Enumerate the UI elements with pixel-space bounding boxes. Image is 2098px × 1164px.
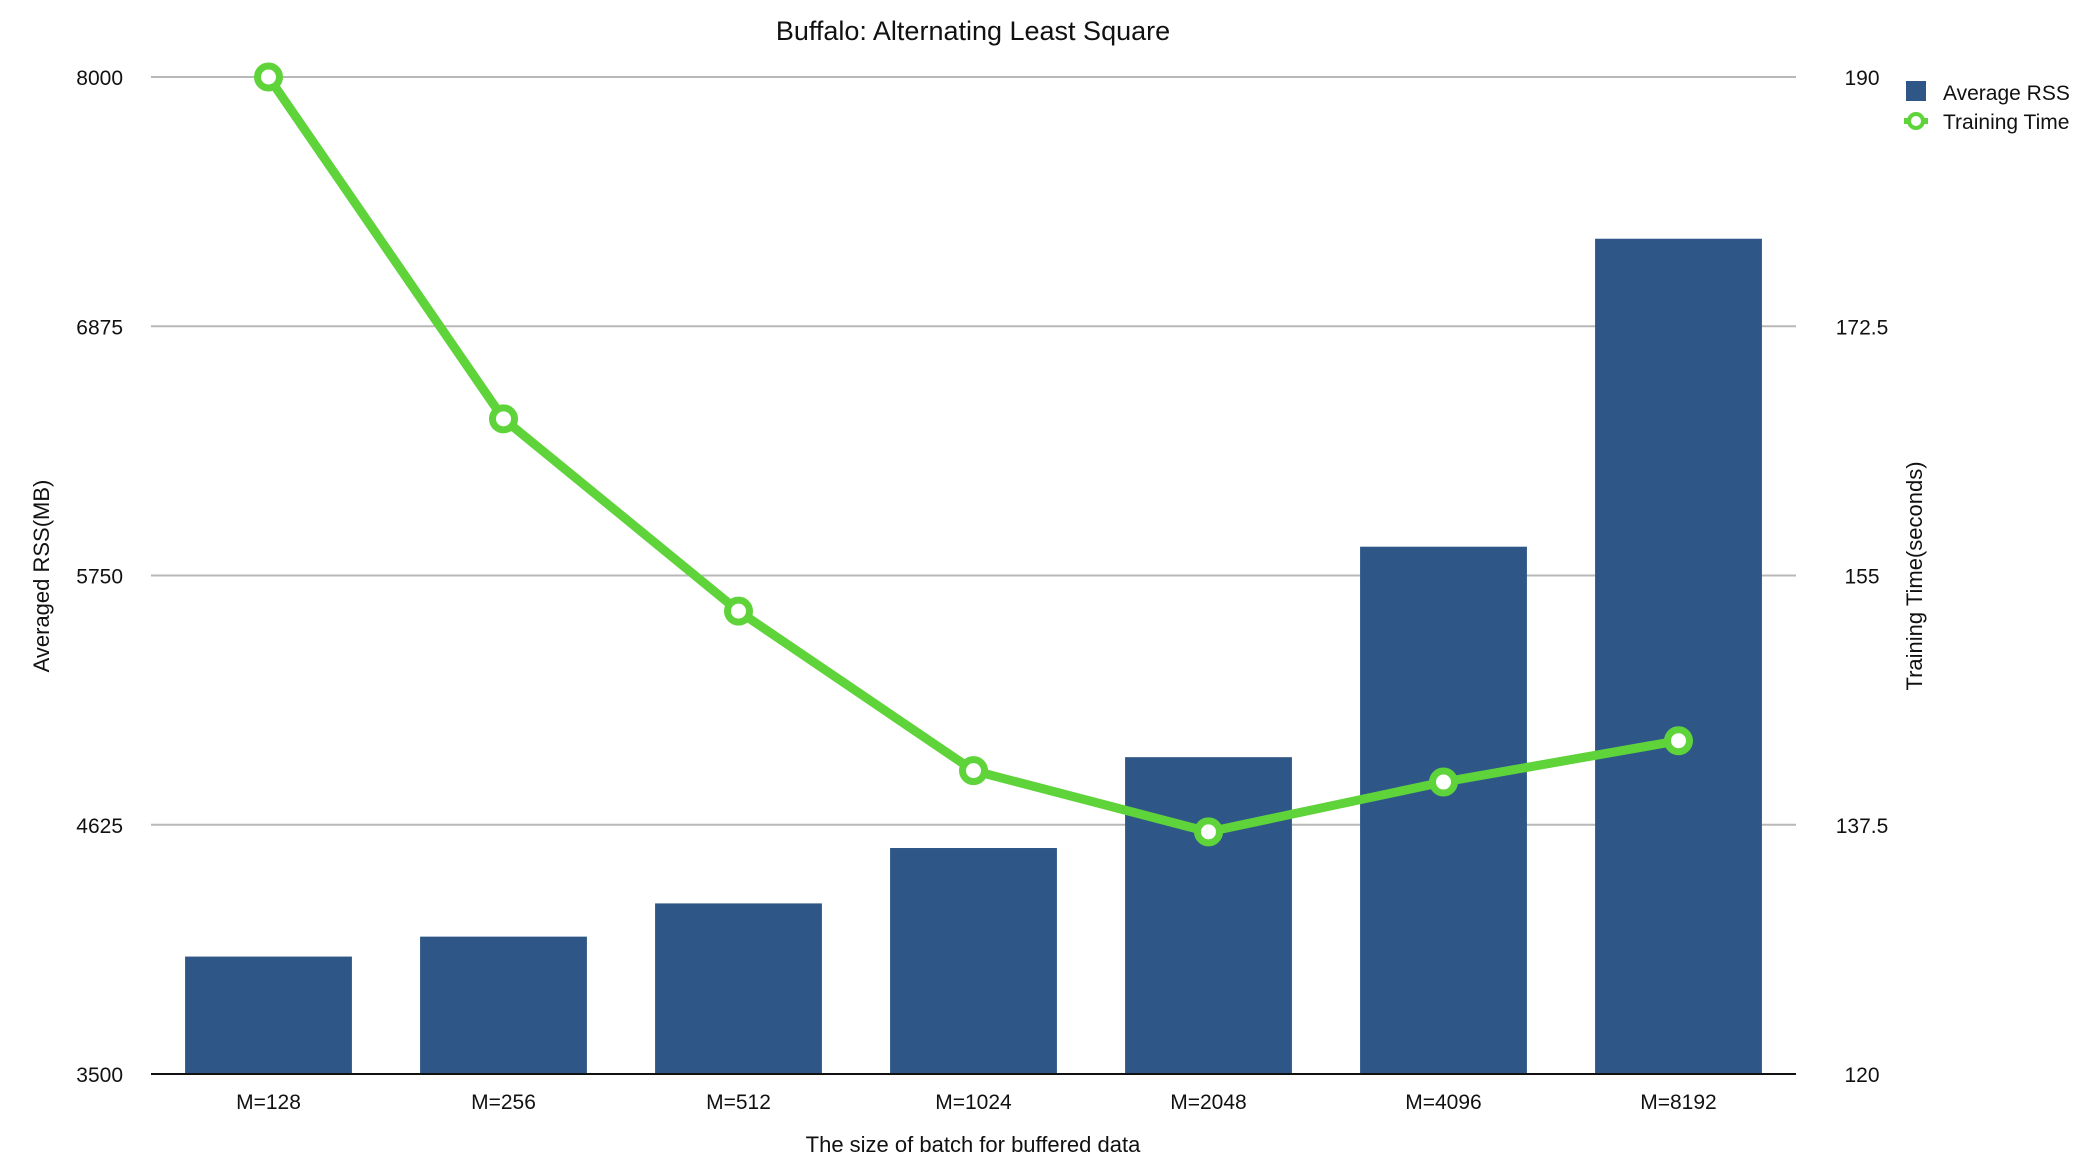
bar-series-average-rss [185,238,1762,1075]
bar-m-8192 [1595,238,1762,1075]
bar-m-512 [655,903,822,1074]
legend-swatch-average-rss [1906,81,1926,101]
point-m-256 [489,404,518,434]
legend-label-training-time: Training Time [1943,111,2069,134]
y-tick-label: 8000 [76,67,123,90]
point-m-128 [254,62,283,92]
y-axis-title: Averaged RSS(MB) [29,480,54,673]
x-tick-label: M=4096 [1405,1091,1481,1114]
y2-axis-title: Training Time(seconds) [1902,461,1927,690]
legend-label-average-rss: Average RSS [1943,82,2070,105]
right-axis-ticks: 120 137.5 155 172.5 190 [1836,67,1889,1087]
y2-tick-label: 190 [1844,67,1879,90]
y-tick-label: 6875 [76,316,123,339]
x-tick-label: M=512 [706,1091,771,1114]
bar-m-256 [420,936,587,1074]
legend: Average RSS Training Time [1904,81,2070,134]
gridlines [151,76,1796,826]
y2-tick-label: 155 [1844,566,1879,589]
bar-m-128 [185,956,352,1074]
x-tick-label: M=2048 [1170,1091,1246,1114]
y-tick-label: 5750 [76,566,123,589]
y2-tick-label: 172.5 [1836,316,1889,339]
x-tick-label: M=1024 [935,1091,1012,1114]
y-tick-label: 4625 [76,815,123,838]
y2-tick-label: 137.5 [1836,815,1889,838]
bar-m-1024 [890,848,1057,1074]
bar-m-2048 [1125,757,1292,1074]
left-axis-ticks: 3500 4625 5750 6875 8000 [76,67,123,1087]
point-m-512 [724,596,753,626]
x-axis-title: The size of batch for buffered data [806,1132,1141,1157]
chart-title: Buffalo: Alternating Least Square [776,16,1170,46]
bar-m-4096 [1360,546,1527,1074]
y-tick-label: 3500 [76,1064,123,1087]
point-m-2048 [1194,817,1223,847]
line-series-training-time [254,62,1693,847]
legend-marker-training-time [1907,112,1925,130]
x-axis-ticks: M=128 M=256 M=512 M=1024 M=2048 M=4096 M=8192 [236,1091,1717,1114]
x-tick-label: M=256 [471,1091,536,1114]
x-tick-label: M=8192 [1640,1091,1716,1114]
point-m-1024 [959,756,988,786]
x-tick-label: M=128 [236,1091,301,1114]
point-m-8192 [1664,726,1693,756]
y2-tick-label: 120 [1844,1064,1879,1087]
point-m-4096 [1429,767,1458,797]
